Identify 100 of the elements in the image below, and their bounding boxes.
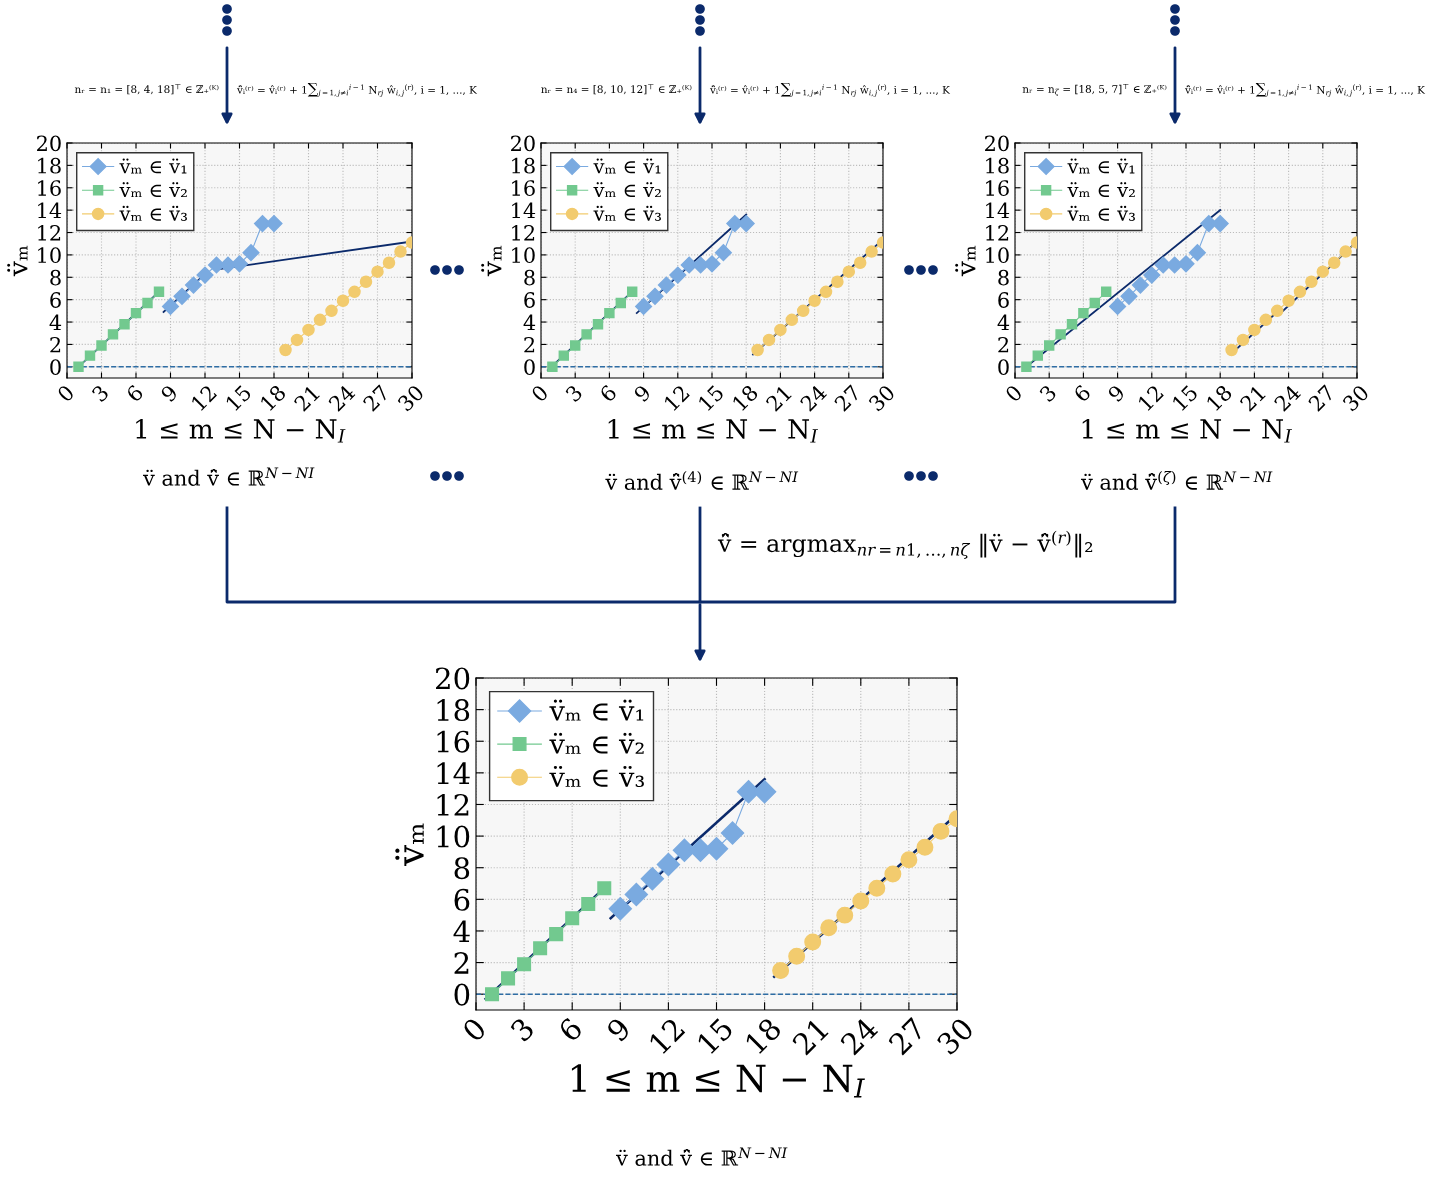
point <box>884 865 902 883</box>
point <box>547 361 558 373</box>
point <box>73 361 84 373</box>
text: v̈̂ᵢ⁽ʳ⁾ = v̂ᵢ⁽ʳ⁾ + 1∑$_{j=1,j≠i}$$^{i−1}$ N$_{rj}$ ŵ$_{i,j}$$^{(r)}$, i = 1, ..., K <box>1184 83 1426 97</box>
x-tick-label: 15 <box>225 384 253 412</box>
point <box>348 285 361 299</box>
text: v̈ and v̈̂ ∈ ℝ$^{N−NI}$ <box>616 1147 788 1166</box>
point <box>1259 313 1273 327</box>
point <box>533 941 548 956</box>
point <box>153 286 165 298</box>
point <box>1109 297 1127 315</box>
point <box>772 962 790 979</box>
x-tick-label: 30 <box>1341 384 1370 412</box>
y-axis-title: v̈ₘ <box>395 823 424 866</box>
chart-title: nᵣ = n₄ = [8, 10, 12]$^{⊤}$ ∈ ℤ₊⁽ᴷ⁾ <box>541 84 692 95</box>
point <box>703 255 721 273</box>
x-tick-label: 18 <box>731 384 759 412</box>
legend-label: v̈ₘ ∈ v̈₃ <box>1067 205 1135 221</box>
x-tick-label: 30 <box>396 384 425 412</box>
point <box>336 294 350 308</box>
y-tick-label: 4 <box>453 920 470 943</box>
point <box>657 276 675 294</box>
x-tick-label: 24 <box>327 383 356 412</box>
point <box>615 297 627 309</box>
point <box>1248 323 1261 337</box>
legend-label: v̈ₘ ∈ v̈₂ <box>549 732 644 754</box>
point <box>184 276 203 294</box>
x-tick-label: 9 <box>159 384 179 403</box>
legend-label: v̈ₘ ∈ v̈₃ <box>593 205 661 221</box>
point <box>1188 244 1206 262</box>
point <box>107 329 119 340</box>
point <box>608 897 632 921</box>
point <box>142 297 153 309</box>
y-tick-label: 0 <box>454 983 470 1006</box>
x-tick-label: 15 <box>1171 384 1199 412</box>
y-tick-label: 8 <box>454 857 470 880</box>
legend-label: v̈ₘ ∈ v̈₃ <box>119 205 187 221</box>
y-tick-label: 12 <box>986 224 1009 241</box>
x-tick-label: 24 <box>1273 383 1302 412</box>
text: v̈ and v̈̂$^{(ζ)}$ ∈ ℝ$^{N−NI}$ <box>1081 471 1273 490</box>
point <box>1078 307 1089 319</box>
chart-title: nᵣ = n$_{ζ}$ = [18, 5, 7]$^{⊤}$ ∈ ℤ₊⁽ᴷ⁾ <box>1022 83 1167 96</box>
point <box>656 852 681 877</box>
y-tick-label: 8 <box>50 269 61 286</box>
point <box>1120 287 1138 305</box>
y-tick-label: 12 <box>512 224 535 241</box>
point <box>1339 245 1352 258</box>
y-tick-label: 16 <box>38 180 61 196</box>
point <box>549 927 564 942</box>
point <box>720 821 745 845</box>
point <box>1089 297 1101 309</box>
legend-label: v̈ₘ ∈ v̈₁ <box>119 158 187 174</box>
point <box>808 294 821 308</box>
point <box>581 897 596 912</box>
legend-label: v̈ₘ ∈ v̈₂ <box>593 182 661 198</box>
x-tick-label: 24 <box>839 1016 879 1056</box>
point <box>853 256 867 269</box>
point <box>624 882 649 907</box>
y-tick-label: 18 <box>437 699 470 722</box>
x-tick-label: 6 <box>1072 384 1092 403</box>
y-tick-label: 16 <box>986 180 1009 196</box>
point <box>932 822 950 840</box>
point <box>1316 265 1330 278</box>
point <box>868 879 886 897</box>
y-tick-label: 2 <box>50 336 61 353</box>
legend-label: v̈ₘ ∈ v̈₁ <box>593 158 661 174</box>
x-tick-label: 21 <box>791 1018 829 1056</box>
point <box>842 265 856 278</box>
x-tick-label: 18 <box>744 1016 783 1055</box>
x-tick-label: 27 <box>833 384 862 412</box>
point <box>581 329 592 340</box>
x-tick-label: 9 <box>605 1016 632 1043</box>
point <box>196 266 214 284</box>
x-tick-label: 30 <box>867 384 896 412</box>
x-tick-label: 21 <box>293 385 320 412</box>
chart-title: nᵣ = n₁ = [8, 4, 18]$^{⊤}$ ∈ ℤ₊⁽ᴷ⁾ <box>74 84 219 95</box>
point <box>485 987 500 1002</box>
point <box>119 319 130 330</box>
x-axis-title: 1 ≤ m ≤ N − N$_{I}$ <box>136 418 346 443</box>
point <box>626 286 638 298</box>
y-axis-title: v̈ₘ <box>481 245 502 277</box>
point <box>751 343 764 357</box>
x-tick-label: 21 <box>765 385 792 412</box>
point <box>173 287 191 305</box>
point <box>916 838 934 856</box>
x-tick-label: 15 <box>696 1016 735 1055</box>
y-tick-label: 10 <box>437 825 470 848</box>
point <box>1236 333 1250 347</box>
point <box>836 906 854 924</box>
point <box>635 297 653 315</box>
y-tick-label: 18 <box>38 157 61 174</box>
point <box>569 340 581 351</box>
point <box>597 881 612 896</box>
point <box>290 333 304 347</box>
x-tick-label: 6 <box>598 384 618 403</box>
point <box>646 287 664 305</box>
point <box>302 323 315 337</box>
text: v̈ and v̈̂ ∈ ℝ$^{N−NI}$ <box>143 467 315 486</box>
point <box>669 266 687 284</box>
x-tick-label: 3 <box>1038 384 1058 403</box>
